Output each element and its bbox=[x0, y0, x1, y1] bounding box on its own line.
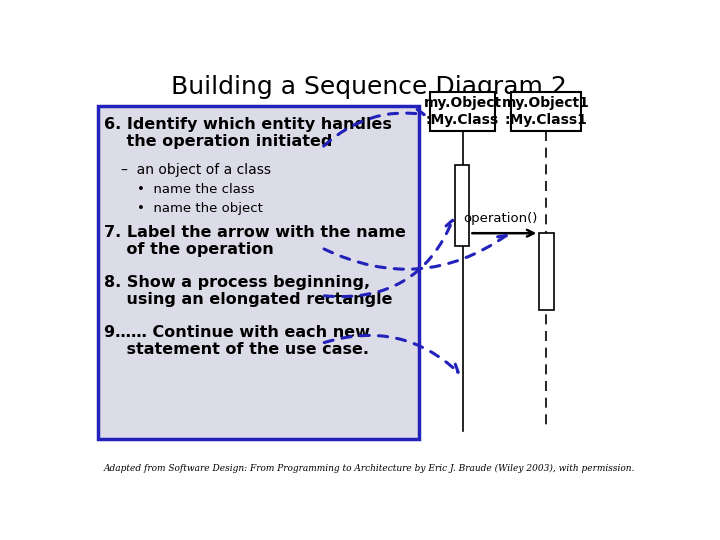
Text: my.Object1
:My.Class1: my.Object1 :My.Class1 bbox=[503, 97, 590, 127]
FancyArrowPatch shape bbox=[324, 235, 506, 269]
Text: Building a Sequence Diagram 2: Building a Sequence Diagram 2 bbox=[171, 75, 567, 99]
Text: –  an object of a class: – an object of a class bbox=[121, 163, 271, 177]
Text: Adapted from Software Design: From Programming to Architecture by Eric J. Braude: Adapted from Software Design: From Progr… bbox=[103, 464, 635, 473]
FancyArrowPatch shape bbox=[324, 335, 458, 373]
FancyBboxPatch shape bbox=[511, 92, 581, 131]
Text: •  name the class: • name the class bbox=[138, 183, 255, 197]
FancyBboxPatch shape bbox=[455, 165, 469, 246]
Text: operation(): operation() bbox=[463, 212, 537, 225]
Text: my.Object
:My.Class: my.Object :My.Class bbox=[423, 97, 502, 127]
Text: 9…… Continue with each new
    statement of the use case.: 9…… Continue with each new statement of … bbox=[104, 325, 370, 357]
Text: 8. Show a process beginning,
    using an elongated rectangle: 8. Show a process beginning, using an el… bbox=[104, 275, 392, 307]
Text: 7. Label the arrow with the name
    of the operation: 7. Label the arrow with the name of the … bbox=[104, 225, 406, 257]
FancyBboxPatch shape bbox=[539, 233, 554, 310]
Text: 6. Identify which entity handles
    the operation initiated: 6. Identify which entity handles the ope… bbox=[104, 117, 392, 149]
FancyBboxPatch shape bbox=[431, 92, 495, 131]
FancyArrowPatch shape bbox=[324, 220, 454, 296]
Text: •  name the object: • name the object bbox=[138, 202, 264, 215]
FancyArrowPatch shape bbox=[323, 110, 424, 146]
FancyBboxPatch shape bbox=[99, 106, 419, 439]
